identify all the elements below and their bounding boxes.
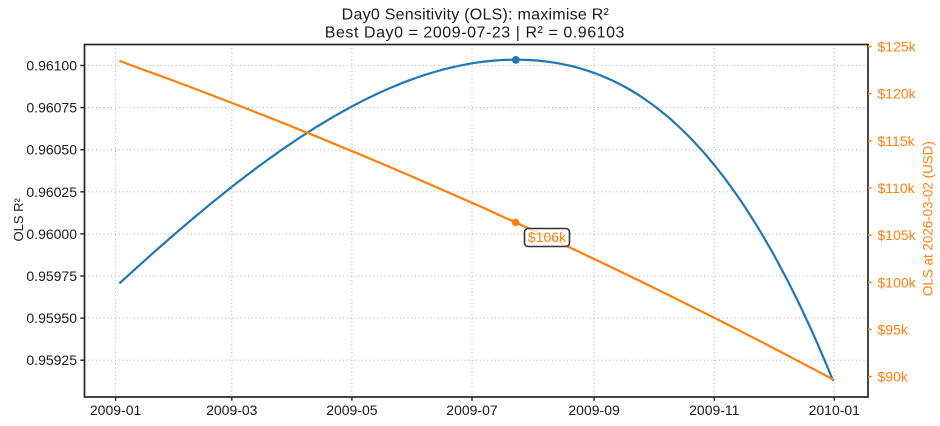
svg-text:Day0 Sensitivity (OLS): maximi: Day0 Sensitivity (OLS): maximise R² [342, 7, 610, 24]
svg-text:$115k: $115k [878, 133, 916, 149]
svg-text:$125k: $125k [878, 39, 917, 55]
svg-text:0.95975: 0.95975 [26, 268, 77, 284]
svg-text:2009-05: 2009-05 [326, 402, 378, 418]
svg-text:$106k: $106k [528, 229, 567, 245]
svg-text:0.95925: 0.95925 [26, 352, 77, 368]
svg-text:2009-07: 2009-07 [446, 402, 498, 418]
svg-text:Best Day0 = 2009-07-23 | R² =: Best Day0 = 2009-07-23 | R² = 0.96103 [325, 24, 625, 41]
svg-text:$100k: $100k [878, 274, 917, 290]
svg-text:2009-11: 2009-11 [689, 402, 740, 418]
svg-text:2010-01: 2010-01 [809, 402, 861, 418]
svg-text:0.96050: 0.96050 [26, 142, 77, 158]
svg-text:0.96000: 0.96000 [26, 226, 77, 242]
svg-text:$120k: $120k [878, 86, 917, 102]
svg-text:OLS R²: OLS R² [11, 197, 26, 241]
svg-text:2009-01: 2009-01 [90, 402, 142, 418]
svg-text:2009-09: 2009-09 [568, 402, 620, 418]
svg-text:0.96075: 0.96075 [26, 100, 77, 116]
svg-text:$105k: $105k [878, 227, 917, 243]
svg-text:2009-03: 2009-03 [206, 402, 258, 418]
svg-text:0.96100: 0.96100 [26, 58, 77, 74]
svg-text:0.96025: 0.96025 [26, 184, 77, 200]
svg-text:$95k: $95k [878, 321, 909, 337]
svg-text:0.95950: 0.95950 [26, 310, 77, 326]
svg-text:$110k: $110k [878, 180, 916, 196]
svg-text:$90k: $90k [878, 369, 909, 385]
svg-text:OLS at 2026-03-02 (USD): OLS at 2026-03-02 (USD) [921, 141, 936, 296]
